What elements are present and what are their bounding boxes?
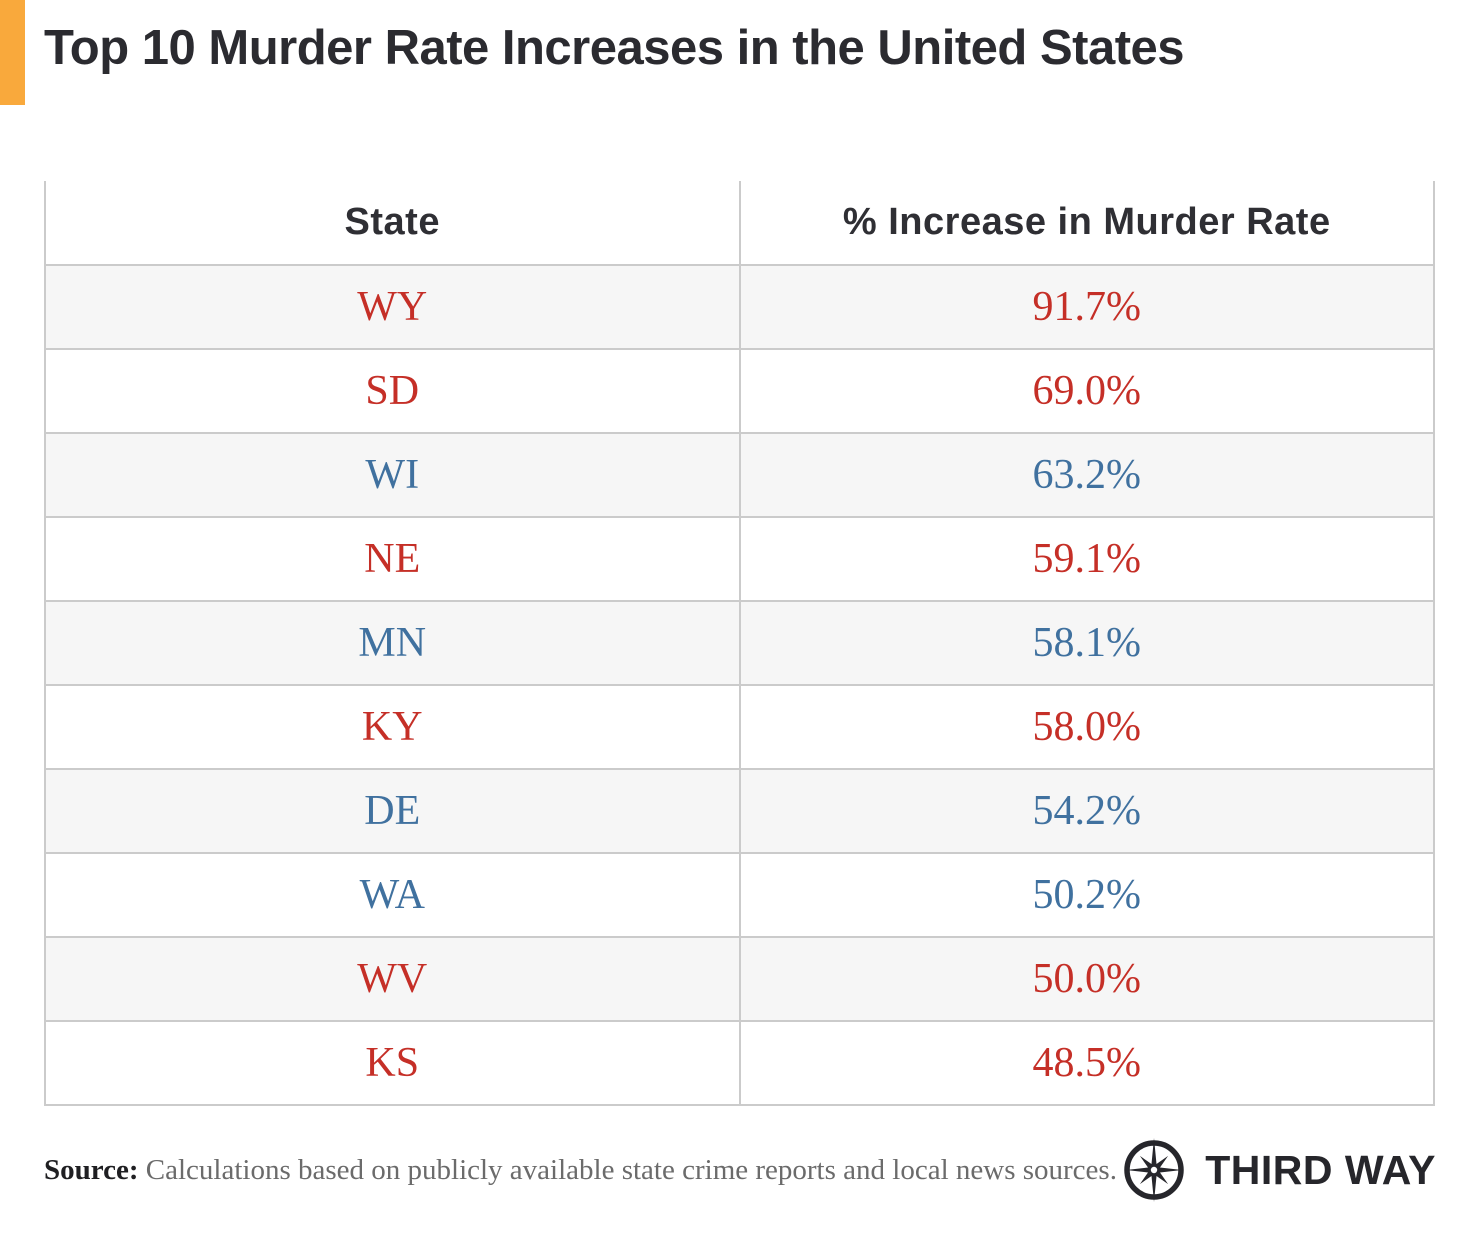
logo-wordmark: THIRD WAY bbox=[1205, 1146, 1436, 1193]
source-note: Source: Calculations based on publicly a… bbox=[44, 1154, 1117, 1187]
column-header-state: State bbox=[44, 181, 741, 266]
source-label: Source: bbox=[44, 1153, 139, 1186]
value-cell: 58.1% bbox=[738, 600, 1435, 686]
value-cell: 50.0% bbox=[738, 936, 1435, 1022]
state-cell: WV bbox=[44, 936, 741, 1022]
compass-icon bbox=[1124, 1138, 1184, 1202]
state-cell: WA bbox=[44, 852, 741, 938]
table-row: WA 50.2% bbox=[44, 852, 1435, 938]
state-cell: NE bbox=[44, 516, 741, 602]
table-row: MN 58.1% bbox=[44, 600, 1435, 686]
page-title: Top 10 Murder Rate Increases in the Unit… bbox=[44, 21, 1185, 75]
value-cell: 69.0% bbox=[738, 348, 1435, 434]
table-row: WY 91.7% bbox=[44, 264, 1435, 350]
state-cell: WI bbox=[44, 432, 741, 518]
value-cell: 54.2% bbox=[738, 768, 1435, 854]
state-cell: KS bbox=[44, 1020, 741, 1106]
table-header-row: State % Increase in Murder Rate bbox=[44, 181, 1435, 266]
value-cell: 63.2% bbox=[738, 432, 1435, 518]
state-cell: DE bbox=[44, 768, 741, 854]
table-row: NE 59.1% bbox=[44, 516, 1435, 602]
state-cell: KY bbox=[44, 684, 741, 770]
third-way-logo: THIRD WAY bbox=[1118, 1134, 1436, 1206]
value-cell: 50.2% bbox=[738, 852, 1435, 938]
table-row: WI 63.2% bbox=[44, 432, 1435, 518]
table-row: KS 48.5% bbox=[44, 1020, 1435, 1106]
footer: Source: Calculations based on publicly a… bbox=[44, 1118, 1436, 1222]
table-row: WV 50.0% bbox=[44, 936, 1435, 1022]
state-cell: MN bbox=[44, 600, 741, 686]
table-row: SD 69.0% bbox=[44, 348, 1435, 434]
value-cell: 48.5% bbox=[738, 1020, 1435, 1106]
value-cell: 91.7% bbox=[738, 264, 1435, 350]
column-header-increase: % Increase in Murder Rate bbox=[738, 181, 1435, 266]
value-cell: 58.0% bbox=[738, 684, 1435, 770]
value-cell: 59.1% bbox=[738, 516, 1435, 602]
state-cell: WY bbox=[44, 264, 741, 350]
murder-rate-table: State % Increase in Murder Rate WY 91.7%… bbox=[44, 181, 1435, 1106]
accent-bar bbox=[0, 0, 25, 105]
state-cell: SD bbox=[44, 348, 741, 434]
table-row: KY 58.0% bbox=[44, 684, 1435, 770]
table-row: DE 54.2% bbox=[44, 768, 1435, 854]
source-text: Calculations based on publicly available… bbox=[138, 1153, 1117, 1186]
